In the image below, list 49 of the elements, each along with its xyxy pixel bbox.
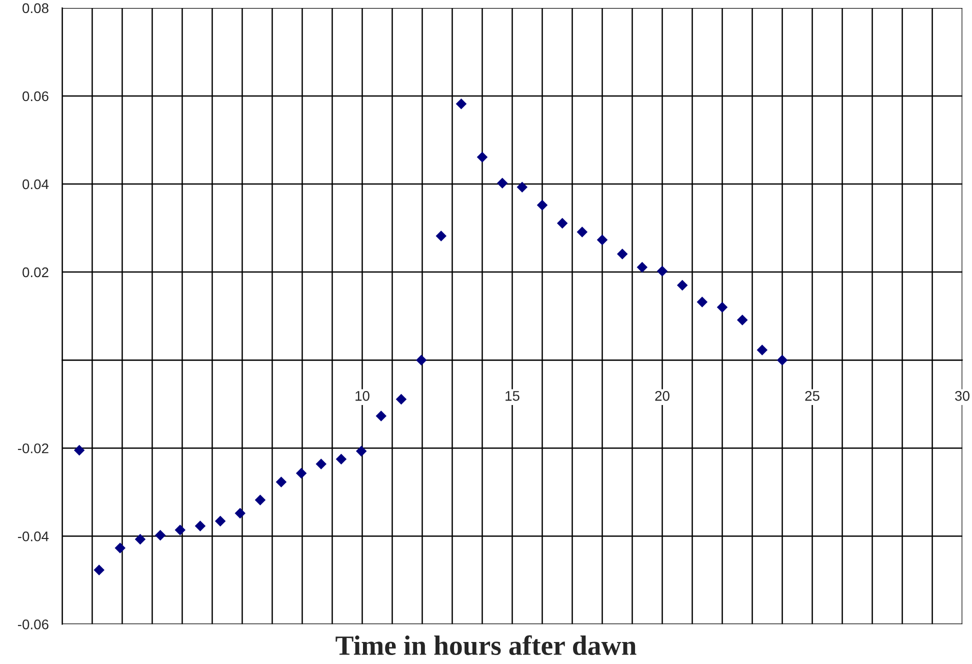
point [736,314,748,326]
point [214,516,226,527]
point [174,524,186,536]
x-tick-label: 25 [805,391,820,401]
point [636,262,648,273]
y-tick-label: 0.04 [22,179,49,190]
point [676,280,688,291]
point [456,98,467,110]
point [656,266,668,277]
point [536,200,548,211]
point [316,458,327,470]
y-tick-label: 0.02 [22,267,48,278]
y-tick-label: -0.04 [18,531,49,542]
point [336,454,347,464]
point [576,226,588,238]
point [516,182,528,192]
point [296,468,307,479]
point [114,542,126,554]
point [556,218,568,229]
y-tick-label: -0.06 [18,619,48,630]
x-tick-label: 15 [506,391,520,401]
point [74,444,85,456]
point [696,296,708,308]
x-axis-title: Time in hours after dawn [336,635,636,656]
point [396,394,407,405]
point [596,234,608,246]
point [756,344,768,356]
point [776,354,788,366]
y-tick-label: 0.08 [22,3,48,14]
x-tick-label: 10 [356,391,370,401]
x-tick-label: 20 [655,391,670,401]
x-tick-label: 30 [955,391,970,401]
point [134,534,146,545]
point [496,178,508,189]
point [154,530,166,541]
point [716,302,728,313]
point [234,508,246,519]
point [254,494,266,506]
point [356,446,367,457]
y-tick-label: -0.02 [18,443,48,454]
point [416,354,427,366]
point [476,152,488,163]
point [94,564,104,576]
point [376,410,387,422]
point [616,248,628,260]
point [436,230,447,242]
y-tick-label: 0.06 [22,91,48,102]
point [276,476,287,488]
point [194,520,206,532]
